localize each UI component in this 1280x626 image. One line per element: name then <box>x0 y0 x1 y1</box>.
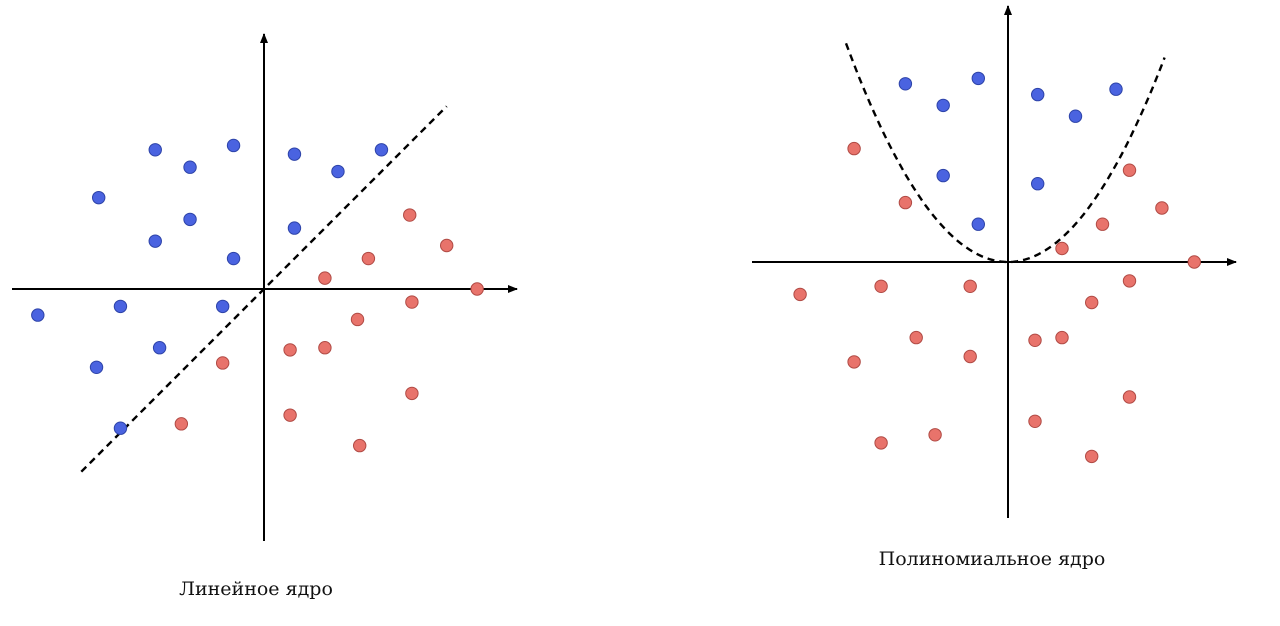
red-point <box>1028 333 1042 347</box>
red-point <box>1055 330 1069 345</box>
red-point <box>847 355 861 369</box>
blue-point <box>183 160 197 174</box>
polynomial-kernel-caption: Полиномиальное ядро <box>878 548 1106 570</box>
blue-point <box>31 308 45 322</box>
linear-kernel-panel <box>12 33 518 541</box>
red-point <box>470 282 484 296</box>
blue-point <box>287 221 302 235</box>
blue-point <box>1031 87 1045 102</box>
red-point <box>1122 163 1137 177</box>
red-point <box>1085 449 1099 464</box>
red-point <box>1155 201 1169 215</box>
red-point <box>1085 295 1099 310</box>
red-point <box>403 208 417 222</box>
polynomial-kernel-panel <box>752 5 1237 518</box>
blue-point <box>971 71 985 86</box>
blue-point <box>1109 82 1123 96</box>
red-point <box>1095 217 1110 231</box>
blue-point <box>226 138 241 153</box>
red-point <box>440 238 454 253</box>
red-point <box>1187 255 1202 269</box>
blue-point <box>148 234 162 248</box>
red-point <box>1028 414 1042 428</box>
blue-point <box>226 251 241 266</box>
blue-point <box>1068 109 1083 123</box>
red-point <box>874 436 888 450</box>
red-point <box>215 356 230 370</box>
red-point <box>793 287 807 302</box>
blue-point <box>331 164 345 179</box>
red-point <box>928 428 942 442</box>
blue-point <box>89 360 104 374</box>
blue-point <box>215 299 230 314</box>
red-point <box>405 295 419 309</box>
red-point <box>1055 241 1069 256</box>
red-point <box>898 195 913 210</box>
blue-point <box>971 217 985 231</box>
red-point <box>353 438 367 453</box>
red-point <box>963 349 977 364</box>
blue-point <box>374 143 389 157</box>
blue-point <box>92 190 106 205</box>
red-point <box>174 417 189 431</box>
blue-point <box>287 147 302 161</box>
linear-decision-boundary <box>80 105 448 473</box>
red-point <box>283 343 297 357</box>
blue-point <box>148 143 162 157</box>
red-point <box>318 341 332 355</box>
blue-point <box>898 77 913 91</box>
red-point <box>405 386 419 401</box>
blue-point <box>1031 177 1045 191</box>
blue-point <box>113 299 128 314</box>
blue-point <box>152 341 167 355</box>
red-point <box>1122 274 1137 288</box>
red-point <box>909 330 923 345</box>
red-point <box>847 141 861 156</box>
blue-point <box>113 421 128 435</box>
red-point <box>963 279 977 293</box>
red-point <box>350 312 365 327</box>
red-point <box>1122 390 1137 404</box>
linear-kernel-caption: Линейное ядро <box>179 578 333 600</box>
red-point <box>318 271 332 285</box>
blue-point <box>183 212 197 227</box>
red-point <box>874 279 888 293</box>
red-point <box>361 251 376 266</box>
blue-point <box>936 168 950 183</box>
blue-point <box>936 98 950 113</box>
polynomial-decision-boundary <box>844 42 1166 264</box>
red-point <box>283 408 297 422</box>
